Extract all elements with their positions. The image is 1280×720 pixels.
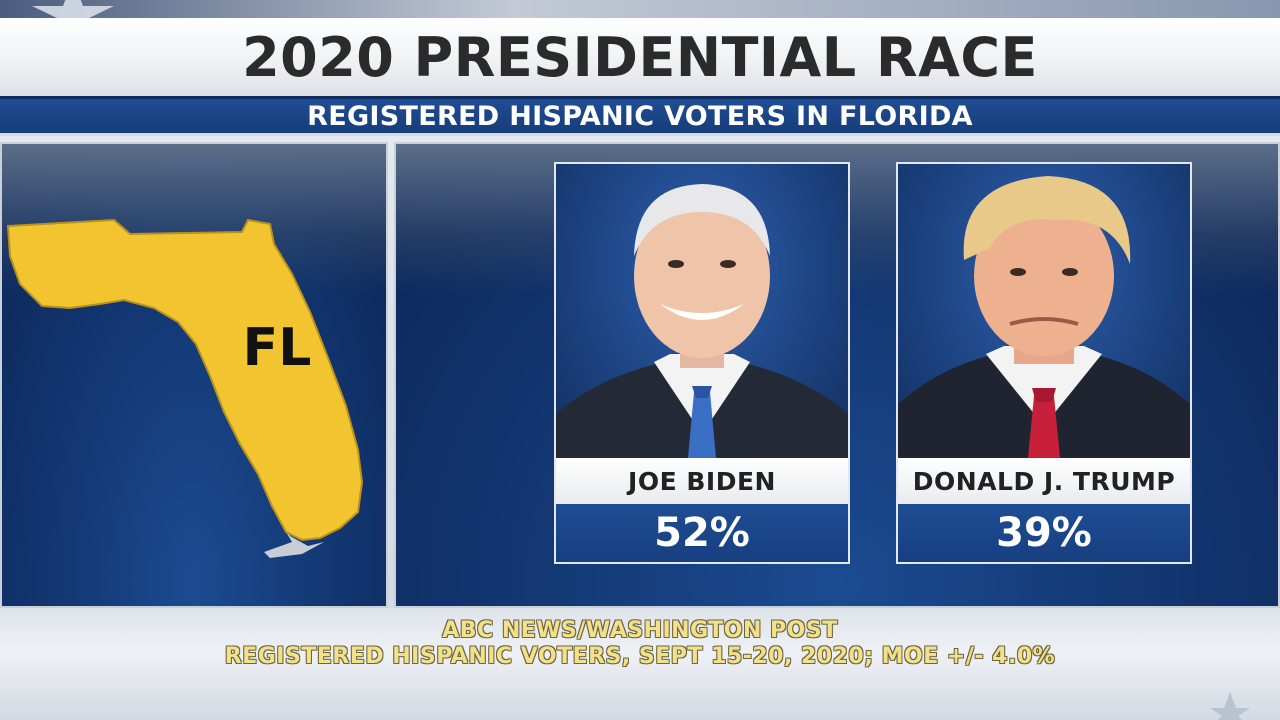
poll-panel: JOE BIDEN 52% DONALD J. TRUMP 39% [394, 142, 1280, 608]
candidate-card-trump: DONALD J. TRUMP 39% [896, 162, 1192, 564]
state-label: FL [243, 318, 312, 378]
candidate-name-trump: DONALD J. TRUMP [898, 458, 1190, 504]
candidate-photo-biden [556, 164, 848, 458]
map-panel: FL [0, 142, 388, 608]
top-decor-strip [0, 0, 1280, 22]
source-footer: ABC NEWS/WASHINGTON POST REGISTERED HISP… [0, 608, 1280, 720]
candidate-percent-trump: 39% [898, 504, 1190, 562]
candidate-card-biden: JOE BIDEN 52% [554, 162, 850, 564]
candidate-name-biden: JOE BIDEN [556, 458, 848, 504]
corner-star-icon [1210, 692, 1250, 720]
candidate-percent-biden: 52% [556, 504, 848, 562]
subtitle-bar: REGISTERED HISPANIC VOTERS IN FLORIDA [0, 96, 1280, 136]
biden-portrait [556, 184, 848, 458]
source-line-1: ABC NEWS/WASHINGTON POST [442, 618, 838, 643]
page-subtitle: REGISTERED HISPANIC VOTERS IN FLORIDA [307, 100, 973, 132]
trump-portrait [898, 176, 1190, 458]
page-title: 2020 PRESIDENTIAL RACE [242, 25, 1038, 89]
source-line-2: REGISTERED HISPANIC VOTERS, SEPT 15-20, … [224, 644, 1056, 669]
florida-shape [6, 218, 364, 542]
candidate-photo-trump [898, 164, 1190, 458]
star-icon [32, 0, 114, 22]
florida-map: FL [6, 218, 364, 558]
title-bar: 2020 PRESIDENTIAL RACE [0, 18, 1280, 96]
